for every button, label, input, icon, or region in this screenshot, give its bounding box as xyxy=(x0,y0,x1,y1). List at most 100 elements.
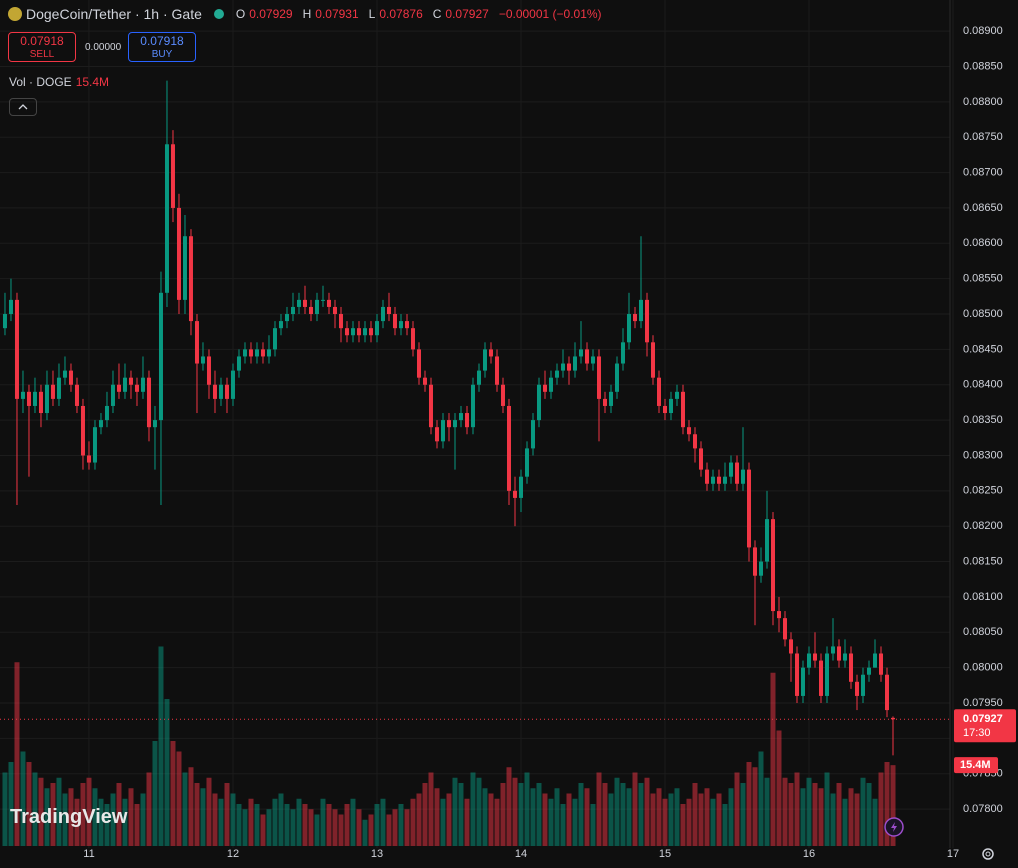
volume-bar xyxy=(632,772,638,846)
candle-body xyxy=(464,413,469,428)
volume-bar xyxy=(494,798,500,846)
candle-body xyxy=(878,653,883,675)
ohlc-value: 0.07927 xyxy=(445,7,489,21)
volume-bar xyxy=(404,809,410,846)
volume-bar xyxy=(878,772,884,846)
y-tick-label: 0.08400 xyxy=(963,379,1003,391)
candle-body xyxy=(512,490,517,498)
candle-body xyxy=(524,448,529,477)
candle-body xyxy=(68,370,73,385)
volume-bar xyxy=(596,772,602,846)
candle-body xyxy=(254,349,259,357)
y-tick-label: 0.08800 xyxy=(963,96,1003,108)
volume-bar xyxy=(188,767,194,846)
buy-button[interactable]: 0.07918 BUY xyxy=(128,32,196,62)
candle-body xyxy=(722,476,727,484)
volume-bar xyxy=(218,798,224,846)
volume-bar xyxy=(866,783,872,846)
volume-bar xyxy=(278,793,284,846)
candle-body xyxy=(302,299,307,307)
volume-bar xyxy=(392,809,398,846)
candle-body xyxy=(482,349,487,371)
volume-bar xyxy=(812,783,818,846)
volume-bar xyxy=(794,772,800,846)
volume-bar xyxy=(806,777,812,846)
volume-bar xyxy=(482,788,488,846)
spread: 0.00000 xyxy=(85,42,122,53)
candle-body xyxy=(566,363,571,371)
candle-body xyxy=(290,306,295,315)
volume-bar xyxy=(578,783,584,846)
volume-bar xyxy=(644,777,650,846)
candle-body xyxy=(752,547,757,576)
volume-bar xyxy=(458,783,464,846)
volume-bar xyxy=(14,662,20,846)
alert-icon[interactable] xyxy=(884,817,904,837)
volume-bar xyxy=(146,772,152,846)
candle-body xyxy=(530,420,535,449)
volume-bar xyxy=(716,793,722,846)
y-tick-label: 0.08900 xyxy=(963,25,1003,37)
volume-bar xyxy=(890,765,896,846)
bolt xyxy=(891,822,897,832)
candle-body xyxy=(242,349,247,357)
volume-bar xyxy=(566,793,572,846)
volume-bar xyxy=(440,798,446,846)
volume-bar xyxy=(248,798,254,846)
candle-body xyxy=(638,299,643,322)
y-tick-label: 0.08750 xyxy=(963,131,1003,143)
y-tick-label: 0.08300 xyxy=(963,449,1003,461)
candle-body xyxy=(308,306,313,315)
y-tick-label: 0.08050 xyxy=(963,626,1003,638)
candle-body xyxy=(686,427,691,435)
volume-bar xyxy=(728,788,734,846)
y-tick-label: 0.08200 xyxy=(963,520,1003,532)
candle-body xyxy=(692,434,697,449)
volume-bar xyxy=(626,788,632,846)
candle-body xyxy=(434,427,439,442)
candle-body xyxy=(812,653,817,661)
volume-legend: Vol · DOGE 15.4M xyxy=(9,75,109,89)
candle-body xyxy=(314,299,319,315)
candle-body xyxy=(680,391,685,428)
volume-bar xyxy=(200,788,206,846)
volume-title: Vol · DOGE xyxy=(9,75,72,89)
candle-body xyxy=(380,306,385,322)
candle-body xyxy=(236,356,241,371)
candle-body xyxy=(146,377,151,428)
collapse-button[interactable] xyxy=(9,98,37,116)
y-tick-label: 0.08600 xyxy=(963,237,1003,249)
volume-bar xyxy=(92,788,98,846)
volume-bar xyxy=(242,809,248,846)
volume-bar xyxy=(506,767,512,846)
volume-bar xyxy=(212,793,218,846)
candle-body xyxy=(830,646,835,654)
ohlc-key: O xyxy=(235,7,246,21)
candle-body xyxy=(470,384,475,428)
candle-body xyxy=(50,384,55,399)
candle-body xyxy=(644,299,649,343)
sell-price: 0.07918 xyxy=(20,34,64,48)
volume-bar xyxy=(740,783,746,846)
candle-body xyxy=(176,207,181,300)
volume-bar xyxy=(326,804,332,846)
x-tick-label: 12 xyxy=(227,848,239,860)
y-tick-label: 0.08350 xyxy=(963,414,1003,426)
settings-icon[interactable] xyxy=(982,848,994,860)
volume-bar xyxy=(512,777,518,846)
candle-body xyxy=(338,314,343,329)
volume-bar xyxy=(536,783,542,846)
candle-body xyxy=(116,384,121,392)
candle-body xyxy=(824,653,829,696)
volume-bar xyxy=(572,798,578,846)
sell-button[interactable]: 0.07918 SELL xyxy=(8,32,76,62)
volume-bar xyxy=(422,783,428,846)
volume-bar xyxy=(170,741,176,846)
volume-bar xyxy=(290,809,296,846)
volume-bar xyxy=(80,783,86,846)
change: −0.00001 (−0.01%) xyxy=(498,7,602,21)
volume-bar xyxy=(788,783,794,846)
y-tick-label: 0.08150 xyxy=(963,555,1003,567)
candle-body xyxy=(518,476,523,498)
